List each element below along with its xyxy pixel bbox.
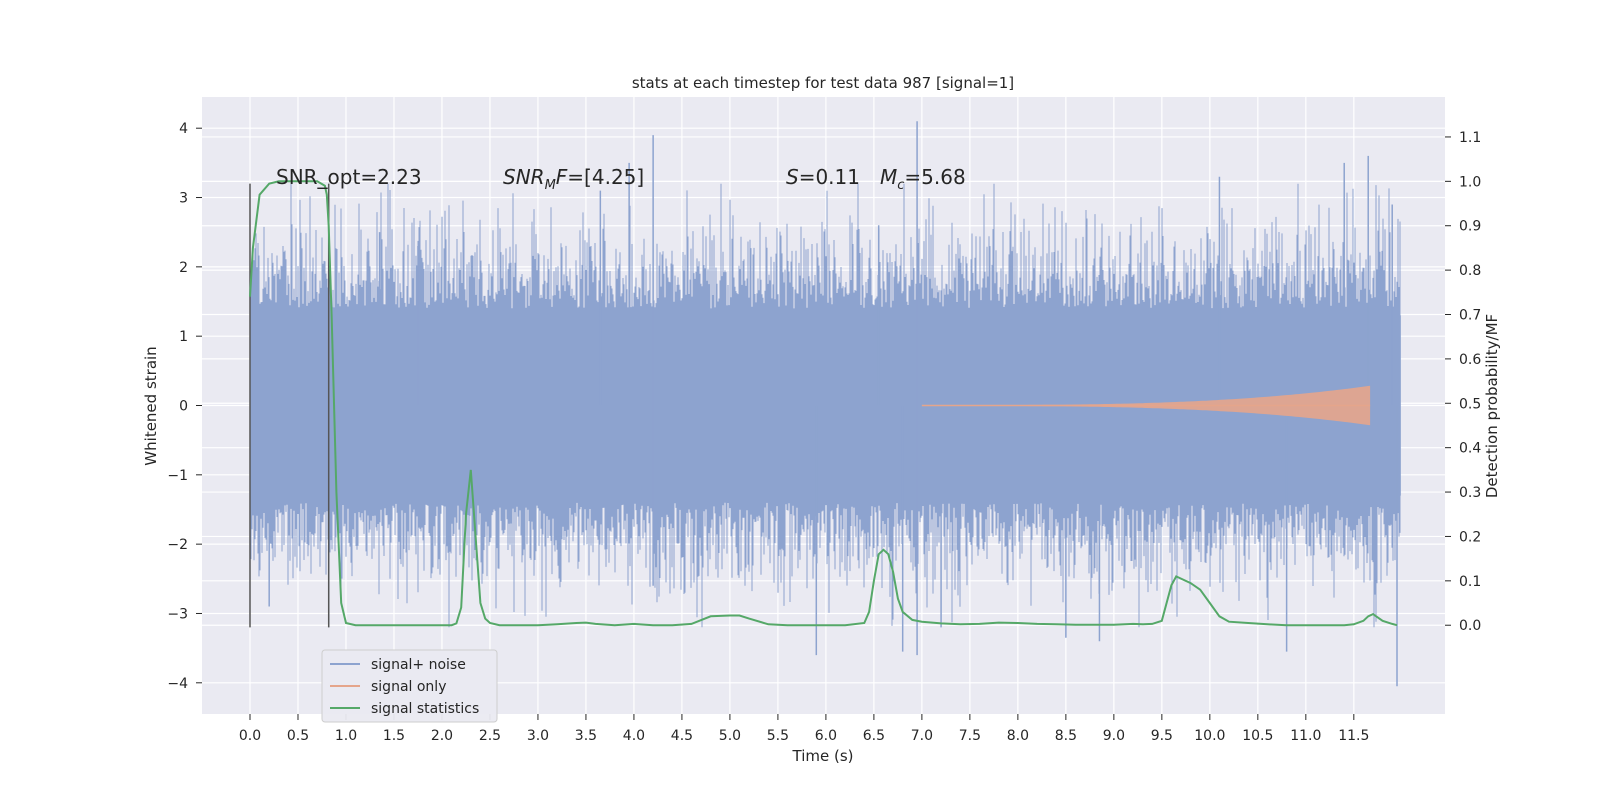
- y-right-tick-label: 0.0: [1459, 618, 1481, 634]
- annotation-snr-opt: SNR_opt=2.23: [276, 165, 422, 189]
- y-tick-label: 1: [179, 329, 188, 345]
- annotation-s-symbol: S: [786, 165, 799, 189]
- x-tick-label: 5.5: [767, 728, 789, 744]
- y-tick-label: −3: [167, 606, 188, 622]
- x-tick-label: 6.5: [863, 728, 885, 744]
- plot-area: [249, 121, 1401, 687]
- x-tick-label: 4.0: [623, 728, 645, 744]
- signal-statistics-series: [249, 180, 1398, 627]
- x-tick-label: 8.0: [1007, 728, 1029, 744]
- x-tick-label: 11.5: [1338, 728, 1369, 744]
- annotation-mc-symbol: M: [880, 165, 897, 189]
- x-tick-label: 2.5: [479, 728, 501, 744]
- y-tick-label: 0: [179, 399, 188, 415]
- y-tick-label: 4: [179, 121, 188, 137]
- signal-statistics-line: [249, 180, 1398, 627]
- annotations: SNR_opt=2.23 SNRMF=[4.25] S=0.11 Mc=5.68: [276, 165, 966, 193]
- y-axis-label: Whitened strain: [142, 346, 160, 465]
- y-tick-label: −1: [167, 468, 188, 484]
- legend-label-signal-only: signal only: [371, 679, 446, 695]
- annotation-s-value: =0.11: [799, 165, 860, 189]
- x-tick-label: 11.0: [1290, 728, 1321, 744]
- x-tick-label: 5.0: [719, 728, 741, 744]
- annotation-snr-mf-sub: M: [545, 178, 556, 193]
- y-tick-label: −4: [167, 676, 188, 692]
- annotation-mc: Mc=5.68: [880, 165, 966, 193]
- annotation-s: S=0.11: [786, 165, 860, 189]
- x-tick-label: 3.5: [575, 728, 597, 744]
- x-tick-label: 2.0: [431, 728, 453, 744]
- y-right-tick-label: 0.5: [1459, 396, 1481, 412]
- x-tick-label: 0.0: [239, 728, 261, 744]
- x-axis-label: Time (s): [792, 747, 854, 765]
- chart-title: stats at each timestep for test data 987…: [632, 74, 1014, 92]
- y-tick-label: −2: [167, 537, 188, 553]
- x-tick-label: 6.0: [815, 728, 837, 744]
- x-tick-label: 3.0: [527, 728, 549, 744]
- legend-label-signal-noise: signal+ noise: [371, 657, 466, 673]
- y-right-tick-label: 0.7: [1459, 308, 1481, 324]
- x-axis-ticks: 0.0 0.5 1.0 1.5 2.0 2.5 3.0 3.5 4.0 4.5 5.0 5.5 6.0 6…: [239, 714, 1369, 744]
- y-right-tick-label: 0.2: [1459, 529, 1481, 545]
- legend-label-signal-statistics: signal statistics: [371, 701, 479, 717]
- y-right-tick-label: 0.3: [1459, 485, 1481, 501]
- y-axis-ticks: 4 3 2 1 0 −1 −2 −3 −4: [167, 121, 202, 692]
- y-right-tick-label: 0.1: [1459, 574, 1481, 590]
- x-tick-label: 7.5: [959, 728, 981, 744]
- x-tick-label: 9.0: [1103, 728, 1125, 744]
- x-tick-label: 10.0: [1194, 728, 1225, 744]
- y-tick-label: 2: [179, 260, 188, 276]
- annotation-snr-mf-f: F: [556, 165, 568, 189]
- y-right-tick-label: 0.9: [1459, 219, 1481, 235]
- y-axis-right-ticks: 1.1 1.0 0.9 0.8 0.7 0.6 0.5 0.4 0.3 0.2 0.1 0.0: [1445, 130, 1481, 634]
- annotation-snr-mf-value: =[4.25]: [567, 165, 644, 189]
- annotation-snr-mf: SNRMF=[4.25]: [503, 165, 644, 193]
- x-tick-label: 1.5: [383, 728, 405, 744]
- x-tick-label: 10.5: [1242, 728, 1273, 744]
- x-tick-label: 4.5: [671, 728, 693, 744]
- x-tick-label: 0.5: [287, 728, 309, 744]
- x-tick-label: 1.0: [335, 728, 357, 744]
- annotation-mc-sub: c: [897, 178, 904, 193]
- y-right-tick-label: 1.1: [1459, 130, 1481, 146]
- x-tick-label: 8.5: [1055, 728, 1077, 744]
- y-right-tick-label: 0.8: [1459, 263, 1481, 279]
- legend-box: [321, 649, 498, 723]
- y-tick-label: 3: [179, 191, 188, 207]
- y-right-tick-label: 1.0: [1459, 174, 1481, 190]
- signal-only-series: [921, 385, 1371, 426]
- x-tick-label: 7.0: [911, 728, 933, 744]
- y-axis-right-label: Detection probability/MF: [1483, 314, 1501, 498]
- legend: signal+ noise signal only signal statist…: [321, 649, 498, 723]
- annotation-mc-value: =5.68: [904, 165, 965, 189]
- annotation-snr-mf-symbol: SNR: [503, 165, 545, 189]
- y-right-tick-label: 0.6: [1459, 352, 1481, 368]
- vertical-markers: [249, 183, 330, 628]
- y-right-tick-label: 0.4: [1459, 441, 1481, 457]
- x-tick-label: 9.5: [1151, 728, 1173, 744]
